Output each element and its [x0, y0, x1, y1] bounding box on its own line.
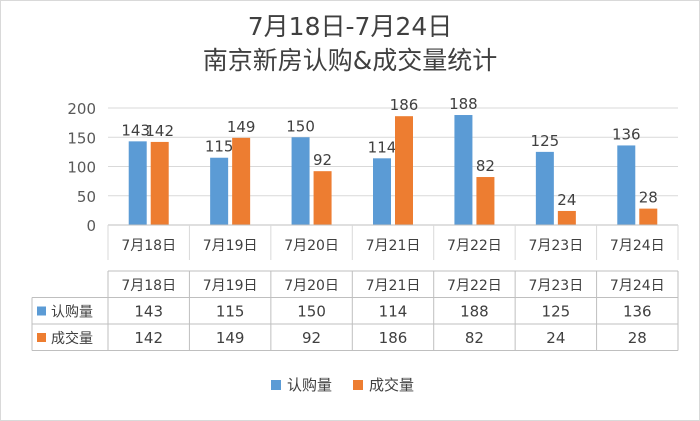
- chart-title-line2: 南京新房认购&成交量统计: [202, 46, 498, 75]
- bar-series1: [291, 137, 310, 225]
- data-label: 186: [390, 96, 419, 114]
- x-tick-label: 7月24日: [610, 238, 665, 254]
- data-label: 92: [313, 151, 332, 169]
- bar-series2: [476, 177, 495, 225]
- legend-key: [353, 380, 363, 390]
- table-header-cell: 7月22日: [447, 278, 502, 294]
- table-value-cell: 149: [216, 329, 245, 347]
- y-tick-label: 0: [86, 217, 96, 235]
- data-label: 24: [557, 191, 576, 209]
- table-value-cell: 186: [379, 329, 408, 347]
- table-value-cell: 114: [379, 303, 408, 321]
- data-label: 28: [639, 189, 658, 207]
- bar-series2: [639, 208, 658, 225]
- data-label: 82: [476, 157, 495, 175]
- legend-key: [271, 380, 281, 390]
- table-value-cell: 150: [297, 303, 326, 321]
- table-row-label: 成交量: [51, 330, 93, 347]
- table-header-cell: 7月21日: [366, 278, 421, 294]
- table-value-cell: 28: [628, 329, 647, 347]
- table-header-cell: 7月18日: [121, 278, 176, 294]
- bar-series2: [395, 116, 413, 225]
- table-value-cell: 115: [216, 303, 245, 321]
- data-label: 149: [227, 118, 256, 136]
- table-value-cell: 82: [465, 329, 484, 347]
- data-label: 150: [286, 117, 315, 135]
- table-value-cell: 142: [134, 329, 163, 347]
- x-tick-label: 7月18日: [121, 238, 176, 254]
- bar-series1: [454, 115, 473, 225]
- bar-series2: [150, 141, 169, 225]
- legend-label: 成交量: [369, 376, 414, 394]
- table-header-cell: 7月24日: [610, 278, 665, 294]
- table-header-cell: 7月19日: [203, 278, 258, 294]
- x-tick-label: 7月19日: [203, 238, 258, 254]
- bar-series1: [128, 141, 147, 225]
- table-legend-key: [37, 306, 46, 316]
- table-legend-key: [37, 333, 46, 342]
- data-label: 142: [145, 122, 174, 140]
- bar-series1: [535, 151, 554, 225]
- table-value-cell: 24: [546, 329, 565, 347]
- table-value-cell: 125: [542, 303, 571, 321]
- x-tick-label: 7月20日: [284, 238, 339, 254]
- table-value-cell: 136: [623, 303, 652, 321]
- x-tick-label: 7月21日: [366, 238, 421, 254]
- x-tick-label: 7月23日: [528, 238, 583, 254]
- x-tick-label: 7月22日: [447, 238, 502, 254]
- y-tick-label: 150: [67, 129, 96, 147]
- bar-series2: [313, 171, 332, 225]
- bar-series1: [373, 158, 391, 225]
- table-row-label: 认购量: [51, 305, 93, 321]
- table-value-cell: 188: [460, 303, 489, 321]
- y-tick-label: 50: [77, 188, 96, 206]
- bar-series2: [557, 210, 576, 225]
- table-header-cell: 7月23日: [528, 278, 583, 294]
- data-label: 188: [449, 95, 478, 113]
- bar-series1: [210, 157, 229, 225]
- table-value-cell: 143: [134, 303, 163, 321]
- data-label: 143: [121, 121, 150, 139]
- data-label: 114: [368, 138, 397, 156]
- y-tick-label: 100: [67, 159, 96, 177]
- data-label: 115: [205, 138, 234, 156]
- bar-series1: [617, 145, 636, 225]
- chart-title-line1: 7月18日-7月24日: [247, 12, 453, 41]
- y-tick-label: 200: [67, 100, 96, 118]
- table-header-cell: 7月20日: [284, 278, 339, 294]
- data-label: 125: [531, 132, 560, 150]
- data-label: 136: [612, 125, 641, 143]
- legend-label: 认购量: [287, 376, 332, 394]
- table-value-cell: 92: [302, 329, 321, 347]
- bar-series2: [232, 137, 251, 225]
